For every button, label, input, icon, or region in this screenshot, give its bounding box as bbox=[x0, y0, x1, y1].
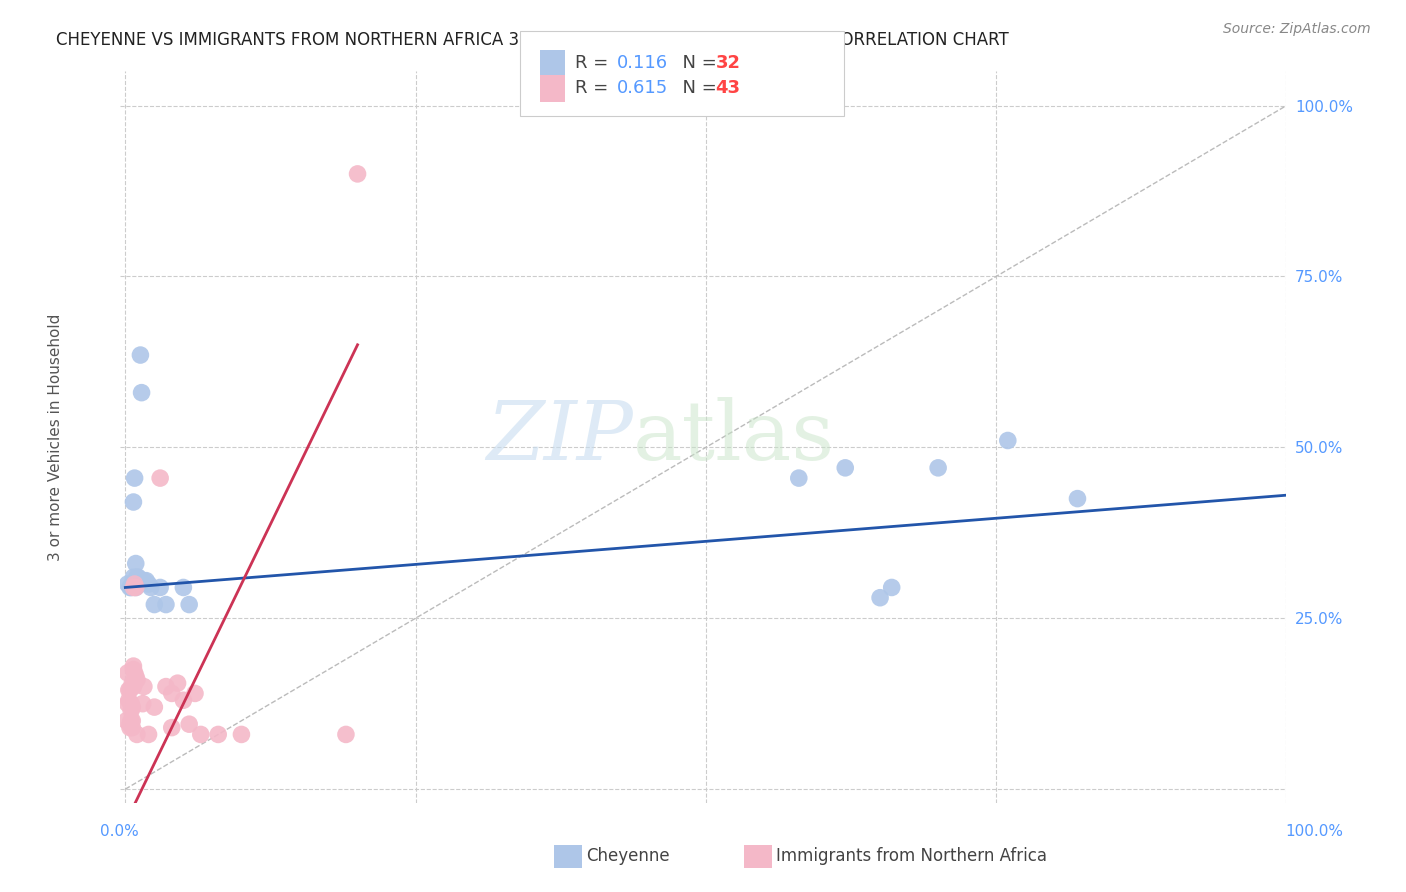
Point bbox=[122, 663, 145, 677]
Point bbox=[124, 676, 146, 690]
Point bbox=[128, 577, 150, 591]
Point bbox=[122, 659, 145, 673]
Point bbox=[118, 721, 141, 735]
Point bbox=[117, 665, 139, 680]
Point bbox=[127, 570, 149, 584]
Point bbox=[132, 574, 155, 588]
Point bbox=[124, 577, 146, 591]
Point bbox=[132, 697, 155, 711]
Point bbox=[138, 727, 160, 741]
Point bbox=[125, 727, 148, 741]
Point bbox=[118, 693, 141, 707]
Text: ZIP: ZIP bbox=[486, 397, 633, 477]
Point bbox=[166, 676, 188, 690]
Point bbox=[125, 673, 148, 687]
Point bbox=[121, 721, 143, 735]
Point bbox=[122, 495, 145, 509]
Point bbox=[122, 680, 145, 694]
Text: 32: 32 bbox=[716, 54, 741, 72]
Point bbox=[172, 693, 194, 707]
Point bbox=[190, 727, 212, 741]
Point bbox=[121, 577, 143, 591]
Point bbox=[124, 577, 146, 591]
Point bbox=[172, 581, 194, 595]
Point bbox=[125, 581, 148, 595]
Point bbox=[131, 385, 153, 400]
Point bbox=[118, 717, 141, 731]
Point bbox=[118, 683, 141, 698]
Point bbox=[125, 581, 148, 595]
Point bbox=[143, 598, 166, 612]
Point bbox=[120, 714, 142, 728]
Point bbox=[117, 577, 139, 591]
Point bbox=[121, 714, 143, 728]
Text: 0.0%: 0.0% bbox=[100, 824, 139, 838]
Point bbox=[179, 717, 201, 731]
Point bbox=[125, 669, 148, 683]
Point bbox=[149, 581, 172, 595]
Text: 0.116: 0.116 bbox=[617, 54, 668, 72]
Point bbox=[122, 570, 145, 584]
Point bbox=[118, 581, 141, 595]
Point bbox=[122, 581, 145, 595]
Point bbox=[160, 721, 183, 735]
Point bbox=[121, 700, 143, 714]
Point bbox=[124, 471, 146, 485]
Point bbox=[129, 348, 152, 362]
Text: R =: R = bbox=[575, 79, 614, 97]
Text: 0.615: 0.615 bbox=[617, 79, 668, 97]
Text: Cheyenne: Cheyenne bbox=[586, 847, 669, 865]
Point bbox=[160, 686, 183, 700]
Point bbox=[335, 727, 357, 741]
Text: 43: 43 bbox=[716, 79, 741, 97]
Point bbox=[869, 591, 891, 605]
Point bbox=[120, 581, 142, 595]
Point bbox=[927, 460, 949, 475]
Point bbox=[880, 581, 903, 595]
Point bbox=[231, 727, 253, 741]
Text: 100.0%: 100.0% bbox=[1285, 824, 1344, 838]
Point bbox=[1066, 491, 1088, 506]
Point bbox=[115, 714, 138, 728]
Point bbox=[155, 598, 177, 612]
Point bbox=[132, 680, 155, 694]
Text: R =: R = bbox=[575, 54, 614, 72]
Point bbox=[125, 557, 148, 571]
Point bbox=[120, 697, 142, 711]
Point bbox=[125, 570, 148, 584]
Point bbox=[155, 680, 177, 694]
Point bbox=[138, 577, 160, 591]
Text: N =: N = bbox=[671, 54, 723, 72]
Point bbox=[834, 460, 856, 475]
Point bbox=[124, 665, 146, 680]
Point bbox=[125, 574, 148, 588]
Point bbox=[117, 697, 139, 711]
Point bbox=[121, 676, 143, 690]
Point bbox=[143, 700, 166, 714]
Text: N =: N = bbox=[671, 79, 723, 97]
Text: 3 or more Vehicles in Household: 3 or more Vehicles in Household bbox=[48, 313, 63, 561]
Point bbox=[118, 683, 141, 698]
Point bbox=[135, 574, 157, 588]
Text: Source: ZipAtlas.com: Source: ZipAtlas.com bbox=[1223, 22, 1371, 37]
Point bbox=[346, 167, 368, 181]
Point bbox=[997, 434, 1019, 448]
Point bbox=[179, 598, 201, 612]
Point bbox=[149, 471, 172, 485]
Point bbox=[787, 471, 810, 485]
Text: Immigrants from Northern Africa: Immigrants from Northern Africa bbox=[776, 847, 1047, 865]
Point bbox=[207, 727, 229, 741]
Point bbox=[184, 686, 207, 700]
Text: CHEYENNE VS IMMIGRANTS FROM NORTHERN AFRICA 3 OR MORE VEHICLES IN HOUSEHOLD CORR: CHEYENNE VS IMMIGRANTS FROM NORTHERN AFR… bbox=[56, 31, 1010, 49]
Point bbox=[139, 581, 162, 595]
Text: atlas: atlas bbox=[633, 397, 835, 477]
Point bbox=[120, 704, 142, 718]
